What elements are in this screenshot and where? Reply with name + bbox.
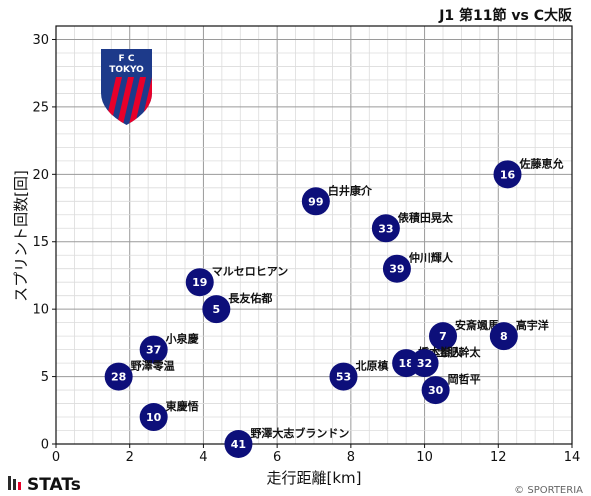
data-point: 32 土肥幹太 (410, 345, 482, 378)
logo-bottom-text: TOKYO (109, 65, 144, 75)
fc-tokyo-logo: F C TOKYO (101, 49, 152, 125)
point-player-name: 野澤大志ブランドン (250, 426, 349, 440)
y-tick-label: 5 (41, 370, 49, 385)
y-tick-label: 0 (41, 438, 49, 453)
point-player-name: 俵積田晃太 (398, 210, 454, 224)
point-marker (429, 322, 457, 351)
brand-text: STATs (27, 475, 81, 495)
y-tick-label: 20 (32, 168, 49, 183)
point-number: 10 (146, 411, 162, 424)
point-player-name: 小泉慶 (165, 332, 199, 346)
point-number: 53 (336, 371, 351, 384)
data-point: 41 野澤大志ブランドン (224, 426, 349, 458)
point-number: 28 (111, 371, 126, 384)
x-tick-label: 8 (347, 450, 355, 465)
logo-top-text: F C (119, 54, 135, 64)
point-player-name: マルセロヒアン (212, 265, 289, 278)
point-marker (301, 187, 330, 216)
point-marker (224, 430, 253, 458)
point-player-name: 北原槙 (355, 359, 388, 373)
brand-bar-icon (8, 476, 11, 490)
point-player-name: 土肥幹太 (437, 345, 482, 359)
point-player-name: 東慶悟 (166, 399, 199, 413)
point-number: 37 (146, 344, 161, 357)
data-point: 19 マルセロヒアン (185, 265, 289, 297)
x-tick-label: 6 (273, 450, 281, 465)
point-player-name: 野澤零温 (131, 359, 175, 373)
y-tick-label: 15 (32, 235, 49, 250)
point-marker (421, 376, 450, 405)
point-number: 32 (417, 357, 432, 370)
brand-bar-icon (13, 479, 16, 490)
point-marker (493, 160, 522, 189)
plot-frame (55, 25, 573, 445)
chart-title: J1 第11節 vs C大阪 (438, 7, 573, 24)
data-point: 39 仲川輝人 (382, 251, 454, 283)
point-player-name: 白井康介 (328, 183, 373, 197)
point-number: 30 (428, 384, 444, 397)
data-point: 37 小泉慶 (139, 332, 199, 364)
data-point: 30 岡哲平 (421, 372, 481, 405)
data-point: 99 白井康介 (301, 183, 373, 216)
point-number: 99 (308, 195, 323, 208)
x-tick-label: 0 (52, 450, 60, 465)
point-number: 33 (378, 222, 393, 235)
y-tick-label: 10 (32, 303, 49, 318)
stats-brand: STATs (8, 475, 81, 495)
point-number: 39 (389, 263, 404, 276)
point-number: 7 (439, 330, 447, 343)
point-marker (329, 362, 358, 391)
point-number: 18 (398, 357, 413, 370)
copyright-text: © SPORTERIA (514, 485, 583, 496)
data-point: 10 東慶悟 (139, 399, 199, 432)
y-tick-label: 25 (32, 100, 49, 115)
x-tick-label: 14 (564, 450, 581, 465)
ticks: 0 2 4 6 8 10 12 14 0 5 10 15 20 25 30 (32, 33, 580, 465)
data-point: 33 俵積田晃太 (371, 210, 454, 243)
data-point: 28 野澤零温 (104, 359, 175, 391)
brand-bar-icon (18, 482, 21, 490)
point-player-name: 安斎颯馬 (455, 318, 499, 332)
point-number: 16 (500, 168, 516, 181)
point-number: 5 (213, 303, 221, 316)
point-number: 41 (231, 438, 246, 451)
point-marker (139, 403, 168, 432)
point-number: 8 (500, 330, 508, 343)
point-marker (382, 254, 411, 283)
x-tick-label: 2 (126, 450, 134, 465)
point-marker (489, 322, 518, 351)
point-number: 19 (192, 276, 207, 289)
y-axis-label: スプリント回数[回] (12, 170, 30, 302)
point-player-name: 長友佑都 (228, 291, 272, 305)
point-marker (104, 362, 133, 391)
x-axis-label: 走行距離[km] (266, 469, 361, 487)
y-tick-label: 30 (32, 33, 49, 48)
point-marker (371, 214, 400, 243)
point-marker (185, 268, 214, 297)
point-player-name: 高宇洋 (516, 318, 549, 332)
data-point: 53 北原槙 (329, 359, 388, 391)
x-tick-label: 4 (199, 450, 207, 465)
x-tick-label: 12 (490, 450, 507, 465)
data-point: 8 高宇洋 (489, 318, 549, 351)
point-player-name: 佐藤恵允 (519, 156, 564, 170)
x-tick-label: 10 (416, 450, 433, 465)
point-marker (202, 295, 231, 324)
data-point: 5 長友佑都 (202, 291, 272, 324)
point-player-name: 仲川輝人 (409, 251, 454, 265)
point-marker (139, 335, 168, 364)
data-point: 7 安斎颯馬 (429, 318, 499, 351)
point-marker (410, 349, 439, 378)
point-player-name: 岡哲平 (448, 372, 481, 386)
